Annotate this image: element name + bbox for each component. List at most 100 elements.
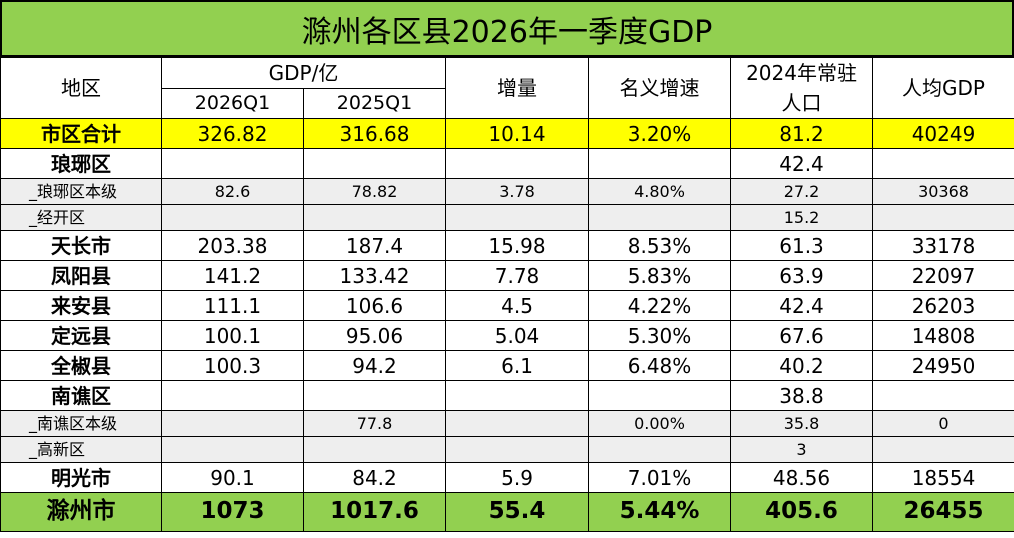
- cell-increase: 15.98: [445, 230, 590, 261]
- cell-q2025: [302, 148, 447, 179]
- cell-growth: 7.01%: [588, 462, 732, 493]
- header-q2025: 2025Q1: [302, 87, 447, 119]
- table-row: 全椒县 100.3 94.2 6.1 6.48% 40.2 24950: [0, 350, 1014, 381]
- cell-name: _高新区: [0, 436, 162, 463]
- header-row-2: 2026Q1 2025Q1: [1, 87, 1014, 119]
- cell-increase: 6.1: [445, 350, 590, 381]
- cell-increase: [445, 410, 590, 437]
- header-increase: 增量: [445, 57, 590, 119]
- header-population-line2: 人口: [781, 91, 822, 115]
- cell-per-capita: [872, 148, 1014, 179]
- header-q2026: 2026Q1: [161, 87, 304, 119]
- cell-growth: [588, 148, 732, 179]
- header-growth: 名义增速: [588, 57, 732, 119]
- table-row: 定远县 100.1 95.06 5.04 5.30% 67.6 14808: [0, 320, 1014, 351]
- cell-name: 南谯区: [0, 380, 162, 411]
- table-row: _琅琊区本级 82.6 78.82 3.78 4.80% 27.2 30368: [0, 178, 1014, 205]
- cell-growth: 4.22%: [588, 290, 732, 321]
- cell-population: 81.2: [730, 118, 874, 149]
- cell-name: 天长市: [0, 230, 162, 261]
- cell-per-capita: [872, 380, 1014, 411]
- cell-per-capita: 22097: [872, 260, 1014, 291]
- header-population: 2024年常驻 人口: [730, 57, 874, 119]
- cell-q2026: 326.82: [161, 118, 304, 149]
- cell-growth: [588, 436, 732, 463]
- cell-q2025: 95.06: [302, 320, 447, 351]
- cell-per-capita: 18554: [872, 462, 1014, 493]
- table-row: 琅琊区 42.4: [0, 148, 1014, 179]
- cell-q2025: 106.6: [302, 290, 447, 321]
- cell-q2026: 90.1: [161, 462, 304, 493]
- header-per-capita: 人均GDP: [872, 57, 1014, 119]
- total-cell-q2026: 1073: [161, 492, 304, 532]
- cell-population: 63.9: [730, 260, 874, 291]
- header-population-line1: 2024年常驻: [746, 61, 857, 85]
- cell-population: 40.2: [730, 350, 874, 381]
- cell-q2026: [161, 410, 304, 437]
- cell-population: 35.8: [730, 410, 874, 437]
- table-row: _南谯区本级 77.8 0.00% 35.8 0: [0, 410, 1014, 437]
- header-gdp-group: GDP/亿: [160, 57, 447, 89]
- cell-name: 全椒县: [0, 350, 162, 381]
- header-region: 地区: [0, 57, 162, 119]
- cell-per-capita: 0: [872, 410, 1014, 437]
- cell-increase: 4.5: [445, 290, 590, 321]
- total-cell-per-capita: 26455: [872, 492, 1014, 532]
- table-row: 来安县 111.1 106.6 4.5 4.22% 42.4 26203: [0, 290, 1014, 321]
- cell-increase: 7.78: [445, 260, 590, 291]
- table-row: 明光市 90.1 84.2 5.9 7.01% 48.56 18554: [0, 462, 1014, 493]
- cell-growth: 5.83%: [588, 260, 732, 291]
- cell-name: 市区合计: [0, 118, 162, 149]
- table-row: _高新区 3: [0, 436, 1014, 463]
- cell-q2025: 94.2: [302, 350, 447, 381]
- cell-growth: [588, 380, 732, 411]
- cell-per-capita: [872, 436, 1014, 463]
- cell-increase: [445, 380, 590, 411]
- cell-q2026: 203.38: [161, 230, 304, 261]
- cell-name: _南谯区本级: [0, 410, 162, 437]
- cell-increase: 3.78: [445, 178, 590, 205]
- sheet-title: 滁州各区县2026年一季度GDP: [0, 0, 1014, 57]
- cell-q2025: [302, 436, 447, 463]
- cell-growth: 0.00%: [588, 410, 732, 437]
- cell-population: 42.4: [730, 290, 874, 321]
- cell-q2026: [161, 148, 304, 179]
- cell-population: 67.6: [730, 320, 874, 351]
- total-cell-growth: 5.44%: [588, 492, 732, 532]
- cell-growth: 6.48%: [588, 350, 732, 381]
- cell-q2025: 316.68: [302, 118, 447, 149]
- cell-q2025: 78.82: [302, 178, 447, 205]
- cell-growth: 3.20%: [588, 118, 732, 149]
- cell-increase: 5.9: [445, 462, 590, 493]
- cell-q2025: 84.2: [302, 462, 447, 493]
- gdp-table: 地区 GDP/亿 增量 名义增速 2024年常驻 人口 人均GDP 2026Q1 …: [0, 57, 1014, 532]
- cell-q2026: [161, 436, 304, 463]
- cell-name: 定远县: [0, 320, 162, 351]
- cell-per-capita: 30368: [872, 178, 1014, 205]
- cell-q2026: 100.3: [161, 350, 304, 381]
- total-cell-name: 滁州市: [0, 492, 162, 532]
- cell-growth: 8.53%: [588, 230, 732, 261]
- cell-name: 琅琊区: [0, 148, 162, 179]
- cell-increase: [445, 204, 590, 231]
- cell-q2025: 133.42: [302, 260, 447, 291]
- cell-q2025: [302, 380, 447, 411]
- cell-increase: 10.14: [445, 118, 590, 149]
- cell-name: _琅琊区本级: [0, 178, 162, 205]
- cell-q2026: [161, 380, 304, 411]
- cell-per-capita: 33178: [872, 230, 1014, 261]
- cell-per-capita: 24950: [872, 350, 1014, 381]
- cell-per-capita: 14808: [872, 320, 1014, 351]
- cell-name: 明光市: [0, 462, 162, 493]
- table-row: 天长市 203.38 187.4 15.98 8.53% 61.3 33178: [0, 230, 1014, 261]
- cell-q2026: 111.1: [161, 290, 304, 321]
- cell-q2025: [302, 204, 447, 231]
- cell-q2026: [161, 204, 304, 231]
- cell-population: 61.3: [730, 230, 874, 261]
- cell-name: 凤阳县: [0, 260, 162, 291]
- cell-increase: [445, 148, 590, 179]
- cell-q2025: 187.4: [302, 230, 447, 261]
- cell-population: 48.56: [730, 462, 874, 493]
- cell-increase: [445, 436, 590, 463]
